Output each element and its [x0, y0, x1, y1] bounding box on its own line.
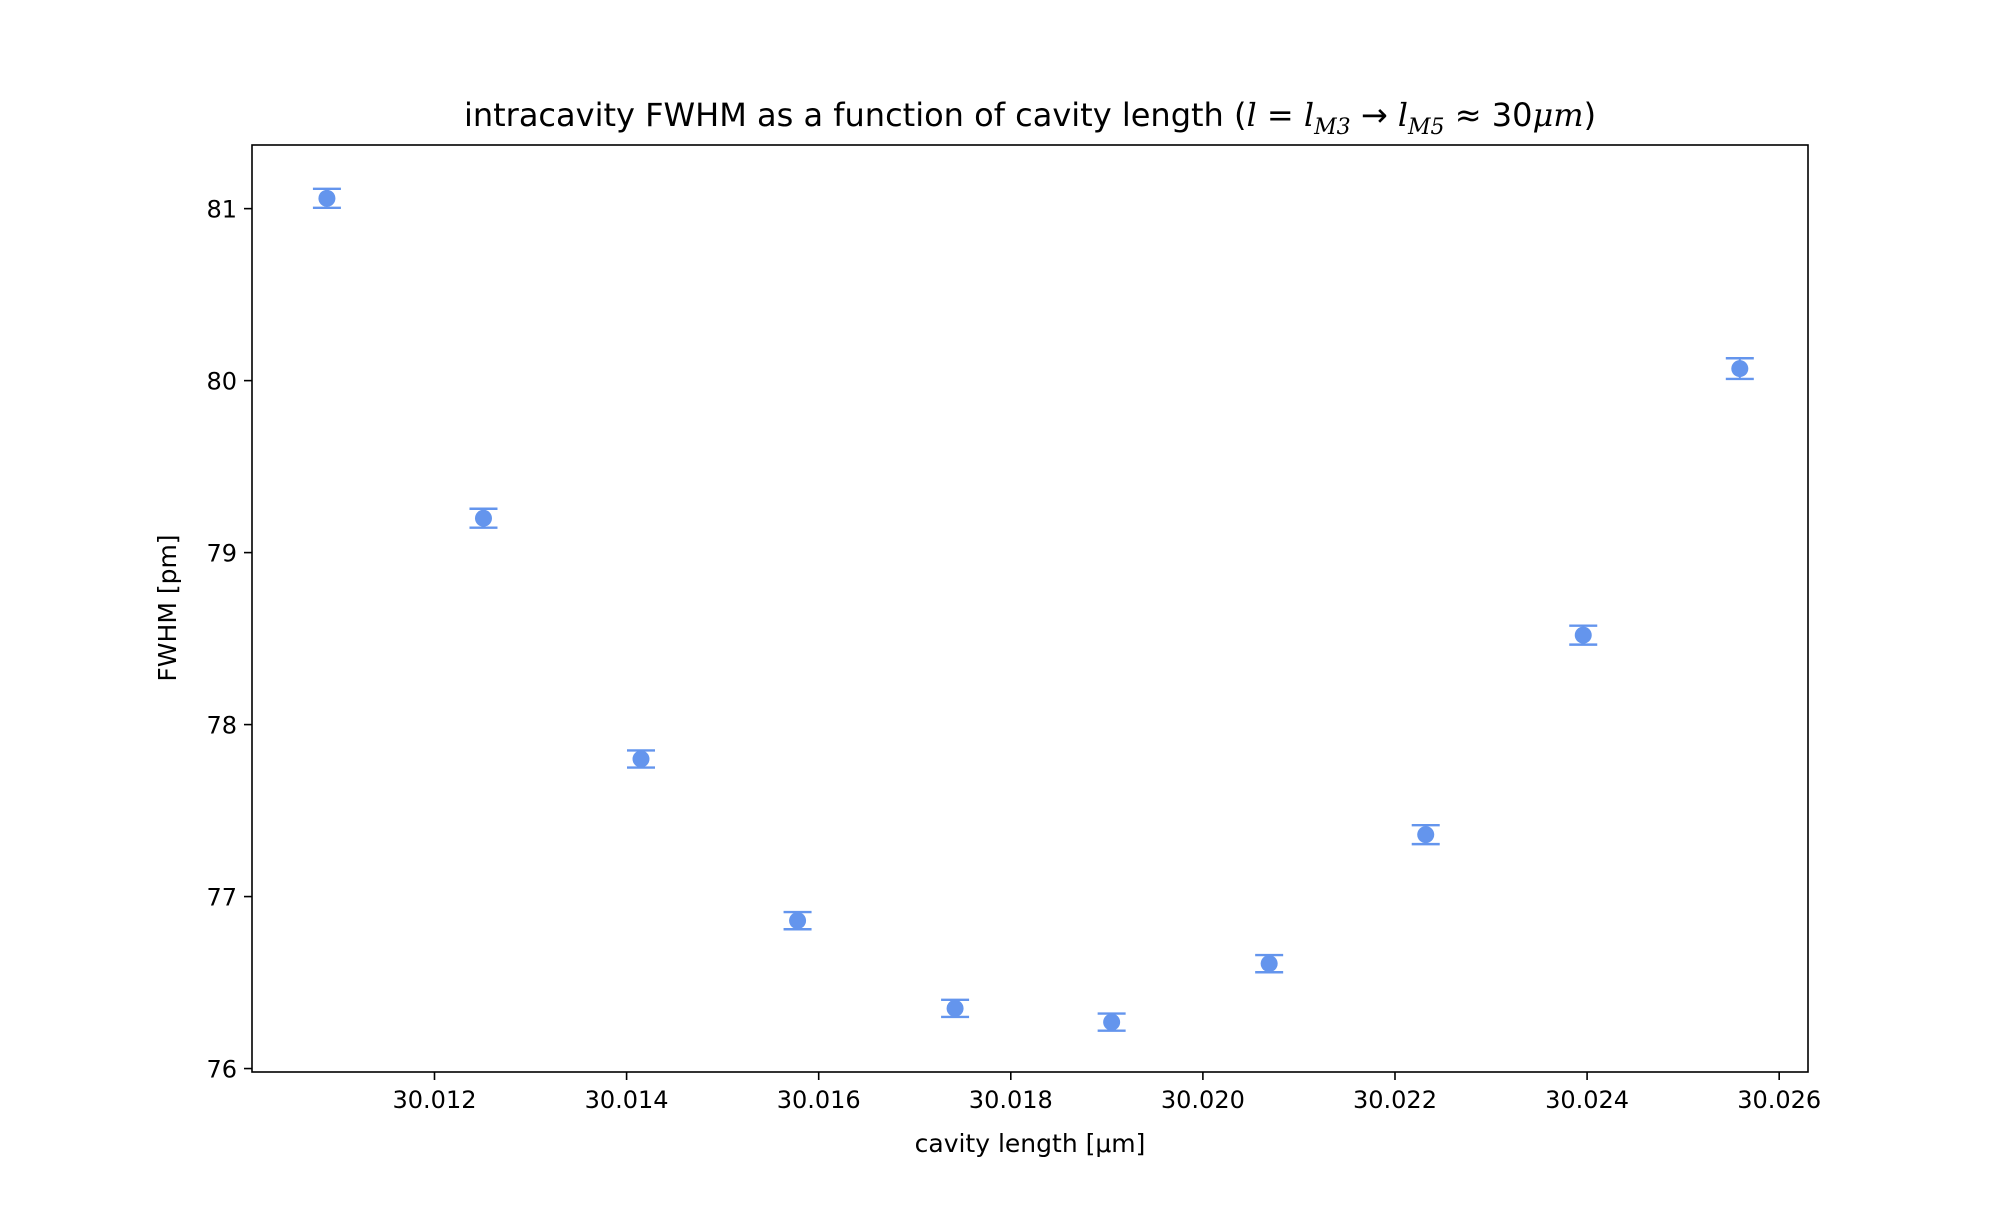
- data-point: [1097, 1012, 1126, 1032]
- data-marker: [1260, 955, 1278, 973]
- chart-title-part: M3: [1313, 115, 1351, 140]
- x-axis-label: cavity length [μm]: [915, 1129, 1146, 1158]
- chart-title-part: l: [1246, 96, 1256, 134]
- data-point: [1411, 824, 1440, 846]
- data-marker: [1731, 360, 1749, 378]
- data-marker: [1103, 1013, 1121, 1031]
- data-marker: [318, 189, 336, 207]
- data-marker: [789, 912, 807, 930]
- chart-title-part: ): [1584, 96, 1596, 134]
- data-marker: [1417, 826, 1435, 844]
- x-tick-label: 30.018: [969, 1086, 1053, 1114]
- x-tick-label: 30.020: [1161, 1086, 1245, 1114]
- x-tick-label: 30.016: [777, 1086, 861, 1114]
- data-point: [627, 749, 655, 769]
- chart-title-part: l: [1304, 96, 1314, 134]
- y-tick-label: 80: [206, 368, 237, 396]
- x-tick-label: 30.024: [1545, 1086, 1629, 1114]
- y-tick-label: 78: [206, 712, 237, 740]
- chart-title-part: =: [1257, 96, 1304, 134]
- chart-title-part: M5: [1407, 115, 1445, 140]
- chart-title-part: ≈ 30: [1445, 96, 1533, 134]
- data-marker: [474, 509, 492, 527]
- data-marks: [312, 187, 1754, 1032]
- data-point: [783, 910, 812, 931]
- y-axis-label: FWHM [pm]: [153, 534, 182, 681]
- data-point: [1569, 624, 1598, 646]
- data-point: [941, 998, 970, 1019]
- x-tick-label: 30.014: [585, 1086, 669, 1114]
- x-tick-label: 30.026: [1737, 1086, 1821, 1114]
- chart-title: intracavity FWHM as a function of cavity…: [464, 96, 1596, 140]
- data-marker: [1574, 626, 1592, 644]
- x-tick-label: 30.022: [1353, 1086, 1437, 1114]
- chart-title-part: l: [1398, 96, 1408, 134]
- chart-title-part: μm: [1532, 96, 1583, 134]
- data-point: [1255, 953, 1284, 974]
- y-tick-label: 76: [206, 1056, 237, 1084]
- data-point: [1725, 357, 1754, 381]
- data-marker: [946, 999, 964, 1017]
- y-tick-label: 79: [206, 540, 237, 568]
- data-point: [312, 187, 341, 209]
- plot-frame: [251, 144, 1809, 1073]
- data-marker: [632, 750, 650, 768]
- chart-title-part: intracavity FWHM as a function of cavity…: [464, 96, 1247, 134]
- y-axis: 76 77 78 79 80 81: [206, 196, 252, 1084]
- y-tick-label: 77: [206, 884, 237, 912]
- y-tick-label: 81: [206, 196, 237, 224]
- x-axis: 30.012 30.014 30.016 30.018 30.020 30.022 30.0…: [393, 1072, 1821, 1114]
- x-tick-label: 30.012: [393, 1086, 477, 1114]
- data-point: [469, 507, 498, 529]
- chart-title-part: →: [1351, 96, 1398, 134]
